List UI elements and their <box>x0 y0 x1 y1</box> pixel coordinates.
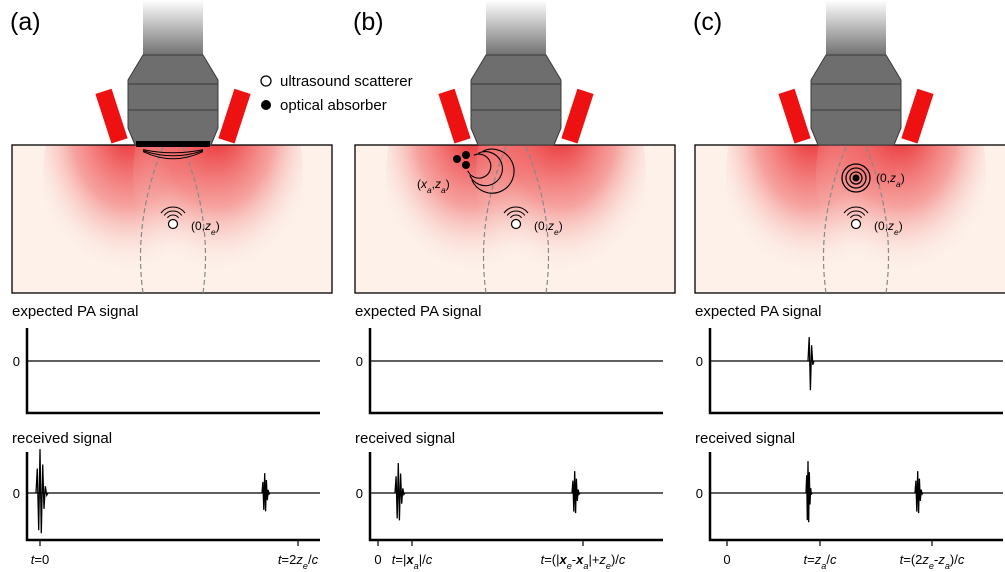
probe-shaft <box>826 0 886 56</box>
label-part: (0, <box>876 171 890 185</box>
label-part: ) <box>899 219 903 233</box>
scatterer <box>852 220 861 229</box>
received-title: received signal <box>12 430 112 447</box>
y-zero: 0 <box>696 486 703 501</box>
x-label: t=0 <box>31 552 49 567</box>
axis <box>710 452 1003 540</box>
label-part: ) <box>446 177 450 191</box>
label-part: (0, <box>874 219 888 233</box>
label-part: z <box>887 219 894 233</box>
label-part: c <box>312 552 319 567</box>
x-label: 0 <box>723 552 730 567</box>
label-part: c <box>426 552 433 567</box>
y-zero: 0 <box>356 354 363 369</box>
panel-label: (a) <box>10 8 41 36</box>
label-part: z <box>889 171 896 185</box>
laser <box>901 89 933 144</box>
x-label: 0 <box>374 552 381 567</box>
label-part: c <box>619 552 626 567</box>
probe-housing <box>128 55 218 145</box>
probe-shaft <box>143 0 203 56</box>
y-zero: 0 <box>356 486 363 501</box>
scatterer <box>169 220 178 229</box>
x-label: t=(2ze-za)/c <box>900 552 965 571</box>
expected-title: expected PA signal <box>695 303 821 320</box>
label-part: c <box>958 552 965 567</box>
absorber <box>462 161 470 169</box>
label-part: = <box>807 552 815 567</box>
label-part: =2 <box>282 552 297 567</box>
received-pulse <box>915 471 923 513</box>
label-part: z <box>434 177 441 191</box>
axis <box>27 452 320 540</box>
absorber-icon <box>261 100 271 110</box>
absorber <box>462 151 470 159</box>
laser <box>438 89 470 144</box>
absorber <box>853 175 860 182</box>
scatterer-icon <box>261 76 271 86</box>
label-part: =(| <box>544 552 559 567</box>
laser <box>778 89 810 144</box>
axis <box>27 328 320 413</box>
expected-title: expected PA signal <box>12 303 138 320</box>
received-title: received signal <box>355 430 455 447</box>
expected-title: expected PA signal <box>355 303 481 320</box>
laser <box>95 89 127 144</box>
panel-label: (c) <box>693 8 722 36</box>
label-part: =(2 <box>903 552 922 567</box>
y-zero: 0 <box>696 354 703 369</box>
probe-housing <box>471 55 561 145</box>
probe-housing <box>811 55 901 145</box>
y-zero: 0 <box>13 354 20 369</box>
label-part: (0, <box>534 219 548 233</box>
label-part: ) <box>559 219 563 233</box>
legend-absorber: optical absorber <box>280 97 387 114</box>
label-part: |+ <box>588 552 599 567</box>
received-pulse <box>262 473 270 511</box>
pa-pulse <box>808 337 814 390</box>
laser <box>218 89 250 144</box>
received-pulse <box>572 471 580 513</box>
received-pulse <box>36 449 48 533</box>
label-part: (0, <box>191 219 205 233</box>
axis <box>370 328 663 413</box>
panel-label: (b) <box>353 8 384 36</box>
label-part: 0 <box>723 552 730 567</box>
x-label: t=|xa|/c <box>392 552 433 571</box>
label-part: ) <box>901 171 905 185</box>
label-part: c <box>830 552 837 567</box>
label-part: =| <box>395 552 406 567</box>
label-part: z <box>204 219 211 233</box>
axis <box>710 328 1003 413</box>
label-part: ) <box>216 219 220 233</box>
label-part: z <box>547 219 554 233</box>
received-pulse <box>395 463 405 520</box>
axis <box>370 452 663 540</box>
legend-scatterer: ultrasound scatterer <box>280 73 413 90</box>
probe-shaft <box>486 0 546 56</box>
label-part: =0 <box>34 552 49 567</box>
transducer-element <box>136 141 210 147</box>
absorber <box>453 155 461 163</box>
x-label: t=2ze/c <box>278 552 319 571</box>
received-pulse <box>806 461 812 522</box>
laser <box>561 89 593 144</box>
label-part: 0 <box>374 552 381 567</box>
figure: ultrasound scatterer optical absorber (a… <box>0 0 1005 572</box>
x-label: t=(|xe-xa|+ze)/c <box>541 552 626 571</box>
y-zero: 0 <box>13 486 20 501</box>
received-title: received signal <box>695 430 795 447</box>
scatterer <box>512 220 521 229</box>
x-label: t=za/c <box>804 552 837 571</box>
